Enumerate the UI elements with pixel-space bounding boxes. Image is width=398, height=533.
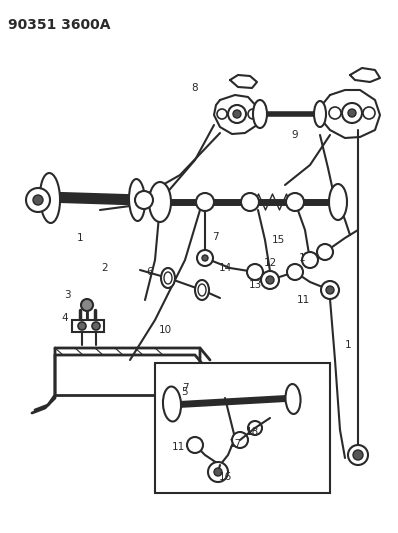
Text: 18: 18: [246, 427, 259, 437]
Text: 14: 14: [219, 263, 232, 273]
Circle shape: [286, 193, 304, 211]
Circle shape: [348, 109, 356, 117]
Circle shape: [202, 255, 208, 261]
Circle shape: [214, 468, 222, 476]
Text: 1: 1: [298, 253, 305, 263]
Circle shape: [348, 445, 368, 465]
Ellipse shape: [285, 384, 300, 414]
Circle shape: [302, 252, 318, 268]
Text: 6: 6: [147, 267, 153, 277]
Text: 16: 16: [219, 472, 232, 482]
Circle shape: [78, 322, 86, 330]
Circle shape: [187, 437, 203, 453]
Circle shape: [33, 195, 43, 205]
Text: 7: 7: [182, 383, 188, 393]
Text: 11: 11: [172, 442, 185, 452]
Text: 9: 9: [292, 130, 298, 140]
Text: 5: 5: [182, 387, 188, 397]
Ellipse shape: [129, 179, 145, 221]
Ellipse shape: [163, 386, 181, 422]
Circle shape: [353, 450, 363, 460]
Circle shape: [248, 421, 262, 435]
Ellipse shape: [314, 101, 326, 127]
Ellipse shape: [198, 284, 206, 296]
Bar: [72, 320, 104, 332]
Circle shape: [321, 281, 339, 299]
Text: 90351 3600A: 90351 3600A: [8, 18, 111, 32]
Text: 13: 13: [248, 280, 261, 290]
Circle shape: [92, 322, 100, 330]
Circle shape: [261, 271, 279, 289]
Circle shape: [217, 109, 227, 119]
Circle shape: [228, 105, 246, 123]
Circle shape: [197, 250, 213, 266]
Circle shape: [196, 193, 214, 211]
Circle shape: [247, 264, 263, 280]
Circle shape: [232, 432, 248, 448]
Ellipse shape: [161, 268, 175, 288]
Ellipse shape: [195, 280, 209, 300]
Circle shape: [81, 299, 93, 311]
Text: 12: 12: [263, 258, 277, 268]
Text: 1: 1: [77, 233, 83, 243]
Text: 2: 2: [101, 263, 108, 273]
Circle shape: [241, 193, 259, 211]
Circle shape: [363, 107, 375, 119]
Circle shape: [342, 103, 362, 123]
Circle shape: [135, 191, 153, 209]
Text: 3: 3: [64, 290, 70, 300]
Circle shape: [326, 286, 334, 294]
Ellipse shape: [149, 182, 171, 222]
Circle shape: [266, 276, 274, 284]
Text: 17: 17: [228, 439, 242, 449]
Text: 4: 4: [62, 313, 68, 323]
Ellipse shape: [253, 100, 267, 128]
Ellipse shape: [329, 184, 347, 220]
Text: 10: 10: [158, 325, 172, 335]
Text: 15: 15: [271, 235, 285, 245]
Circle shape: [233, 110, 241, 118]
Circle shape: [287, 264, 303, 280]
Text: 1: 1: [345, 340, 351, 350]
Text: 7: 7: [212, 232, 219, 242]
Ellipse shape: [164, 272, 172, 284]
Circle shape: [208, 462, 228, 482]
Bar: [155, 363, 330, 493]
Ellipse shape: [40, 173, 60, 223]
Circle shape: [248, 109, 258, 119]
Circle shape: [329, 107, 341, 119]
Circle shape: [317, 244, 333, 260]
Circle shape: [26, 188, 50, 212]
Text: 8: 8: [192, 83, 198, 93]
Text: 11: 11: [297, 295, 310, 305]
